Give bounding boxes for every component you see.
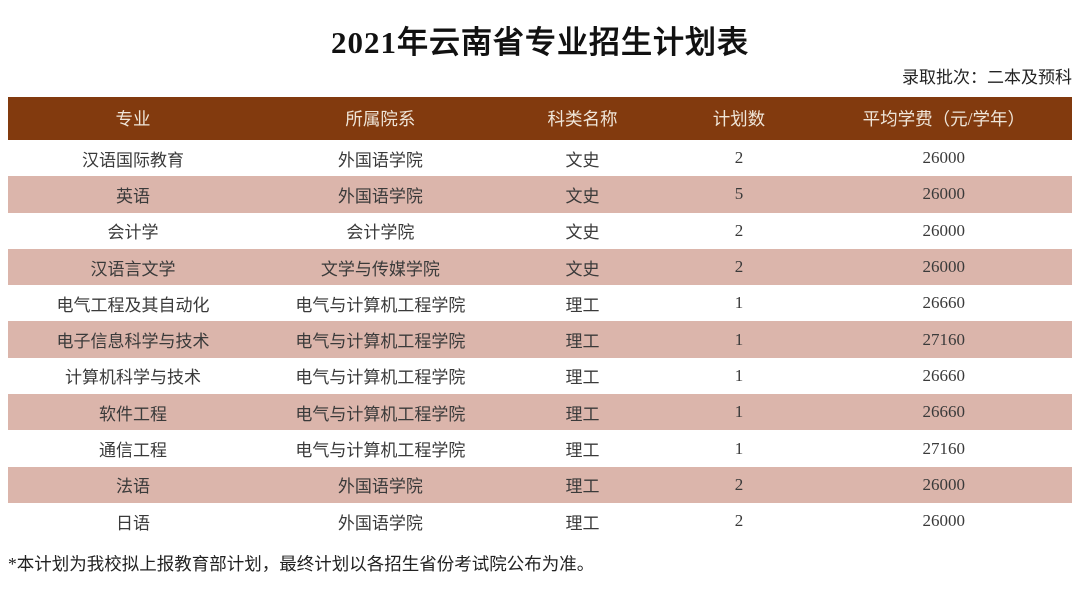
- cell-major: 会计学: [107, 223, 159, 243]
- cell-department: 会计学院: [346, 223, 415, 243]
- cell-major: 日语: [116, 513, 151, 533]
- cell-major: 电子信息科学与技术: [56, 332, 210, 352]
- cell-major: 英语: [116, 186, 151, 206]
- cell-department: 电气与计算机工程学院: [295, 368, 466, 388]
- cell-department: 电气与计算机工程学院: [295, 404, 466, 424]
- table-row: 软件工程 电气与计算机工程学院 理工 1 26660: [8, 394, 1072, 431]
- cell-category: 理工: [565, 332, 600, 352]
- cell-department: 文学与传媒学院: [320, 259, 440, 279]
- cell-category: 文史: [565, 223, 600, 243]
- cell-category: 理工: [565, 513, 600, 533]
- table-row: 通信工程 电气与计算机工程学院 理工 1 27160: [8, 430, 1072, 466]
- cell-major: 软件工程: [99, 404, 168, 424]
- cell-tuition: 26000: [922, 148, 966, 168]
- footnote: *本计划为我校拟上报教育部计划，最终计划以各招生省份考试院公布为准。: [8, 554, 595, 574]
- cell-category: 理工: [565, 404, 600, 424]
- cell-tuition: 26000: [922, 257, 966, 277]
- cell-department: 外国语学院: [337, 186, 423, 206]
- cell-tuition: 26660: [922, 365, 966, 385]
- cell-tuition: 26660: [922, 293, 966, 313]
- table-row: 电气工程及其自动化 电气与计算机工程学院 理工 1 26660: [8, 285, 1072, 321]
- table-header-row: 专业 所属院系 科类名称 计划数 平均学费（元/学年）: [8, 97, 1072, 140]
- cell-category: 理工: [565, 368, 600, 388]
- column-header-tuition: 平均学费（元/学年）: [815, 97, 1072, 140]
- cell-tuition: 26000: [922, 220, 966, 240]
- cell-major: 电气工程及其自动化: [56, 295, 210, 315]
- table-row: 日语 外国语学院 理工 2 26000: [8, 503, 1072, 539]
- cell-plan-count: 2: [734, 511, 744, 531]
- cell-major: 计算机科学与技术: [65, 368, 202, 388]
- column-header-plan-count: 计划数: [662, 97, 816, 140]
- cell-major: 通信工程: [99, 441, 168, 461]
- cell-tuition: 26000: [922, 511, 966, 531]
- table-row: 汉语国际教育 外国语学院 文史 2 26000: [8, 140, 1072, 176]
- cell-tuition: 26000: [922, 474, 966, 494]
- cell-tuition: 27160: [922, 438, 966, 458]
- table-row: 汉语言文学 文学与传媒学院 文史 2 26000: [8, 248, 1072, 286]
- cell-plan-count: 1: [734, 438, 744, 458]
- cell-plan-count: 1: [734, 402, 744, 422]
- cell-major: 法语: [116, 477, 151, 497]
- cell-category: 理工: [565, 295, 600, 315]
- cell-tuition: 27160: [922, 329, 966, 349]
- cell-category: 文史: [565, 259, 600, 279]
- column-header-major: 专业: [8, 97, 259, 140]
- cell-plan-count: 5: [734, 184, 744, 204]
- cell-department: 外国语学院: [337, 150, 423, 170]
- cell-plan-count: 1: [734, 365, 744, 385]
- cell-department: 电气与计算机工程学院: [295, 441, 466, 461]
- table-row: 法语 外国语学院 理工 2 26000: [8, 466, 1072, 503]
- enrollment-plan-table: 专业 所属院系 科类名称 计划数 平均学费（元/学年） 汉语国际教育 外国语学院…: [8, 97, 1072, 539]
- table-row: 电子信息科学与技术 电气与计算机工程学院 理工 1 27160: [8, 321, 1072, 358]
- page-title: 2021年云南省专业招生计划表: [331, 25, 749, 60]
- cell-major: 汉语言文学: [90, 259, 176, 279]
- cell-department: 外国语学院: [337, 513, 423, 533]
- table-row: 计算机科学与技术 电气与计算机工程学院 理工 1 26660: [8, 358, 1072, 394]
- cell-plan-count: 2: [734, 257, 744, 277]
- cell-category: 理工: [565, 477, 600, 497]
- cell-tuition: 26000: [922, 184, 966, 204]
- cell-department: 电气与计算机工程学院: [295, 332, 466, 352]
- cell-category: 文史: [565, 150, 600, 170]
- cell-plan-count: 2: [734, 148, 744, 168]
- cell-tuition: 26660: [922, 402, 966, 422]
- cell-category: 理工: [565, 441, 600, 461]
- column-header-department: 所属院系: [258, 97, 503, 140]
- cell-plan-count: 1: [734, 293, 744, 313]
- admission-batch-note: 录取批次：二本及预科: [902, 68, 1072, 87]
- cell-department: 电气与计算机工程学院: [295, 295, 466, 315]
- cell-plan-count: 2: [734, 474, 744, 494]
- cell-plan-count: 1: [734, 329, 744, 349]
- column-header-category: 科类名称: [502, 97, 663, 140]
- table-row: 会计学 会计学院 文史 2 26000: [8, 213, 1072, 249]
- cell-category: 文史: [565, 186, 600, 206]
- cell-department: 外国语学院: [337, 477, 423, 497]
- cell-major: 汉语国际教育: [82, 150, 185, 170]
- cell-plan-count: 2: [734, 220, 744, 240]
- table-row: 英语 外国语学院 文史 5 26000: [8, 176, 1072, 213]
